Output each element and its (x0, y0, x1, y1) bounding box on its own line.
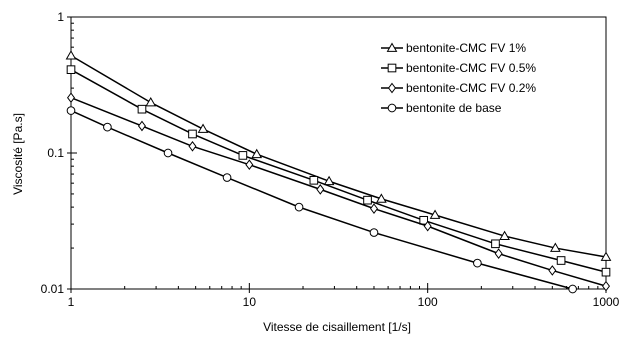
data-point-diamond (369, 203, 378, 214)
data-point-square (137, 104, 147, 114)
legend-item: bentonite-CMC FV 0.5% (381, 61, 536, 75)
y-axis-title: Viscosité [Pa.s] (11, 113, 25, 195)
legend-label: bentonite-CMC FV 0.2% (406, 81, 536, 95)
x-tick-label: 1000 (593, 295, 620, 309)
data-point-diamond (548, 265, 557, 276)
series-line (70, 69, 607, 273)
data-point-circle (66, 106, 76, 115)
x-axis-title: Vitesse de cisaillement [1/s] (263, 320, 411, 334)
data-point-circle (294, 202, 304, 212)
legend-label: bentonite de base (406, 101, 502, 115)
data-point-diamond (245, 159, 254, 171)
axes-group: 1 10 100 1000 0.01 0.1 1 (41, 10, 620, 309)
data-point-triangle (376, 193, 387, 203)
x-tick-label: 1 (68, 295, 75, 309)
legend-label: bentonite-CMC FV 1% (406, 41, 526, 55)
data-point-square (491, 239, 500, 249)
data-point-square (363, 195, 372, 205)
legend: bentonite-CMC FV 1% bentonite-CMC FV 0.5%… (381, 41, 536, 115)
data-point-triangle (600, 251, 612, 261)
data-point-diamond (316, 184, 325, 195)
legend-item: bentonite-CMC FV 0.2% (381, 81, 536, 95)
data-point-triangle (197, 123, 209, 133)
series-circle (66, 106, 577, 294)
legend-marker-circle (387, 103, 397, 113)
data-point-triangle (323, 175, 335, 186)
data-point-circle (222, 173, 232, 182)
series-line (70, 54, 607, 258)
data-point-triangle (145, 97, 157, 107)
data-point-square (238, 151, 248, 160)
series-line (70, 109, 573, 290)
x-tick-label: 10 (243, 295, 257, 309)
data-point-diamond (188, 140, 197, 152)
legend-marker-triangle (386, 42, 398, 52)
series-layer (65, 50, 612, 294)
data-point-square (309, 175, 319, 185)
y-tick-label: 0.1 (47, 146, 64, 160)
series-diamond (67, 92, 610, 292)
data-point-square (556, 256, 566, 265)
y-tick-label: 1 (57, 10, 64, 24)
data-point-diamond (494, 248, 503, 259)
data-point-circle (103, 122, 112, 132)
plot-frame (70, 16, 607, 290)
data-point-circle (568, 284, 577, 294)
data-point-circle (369, 228, 379, 237)
series-triangle (65, 50, 612, 261)
data-point-triangle (499, 230, 510, 240)
data-point-diamond (423, 220, 432, 232)
legend-item: bentonite-CMC FV 1% (381, 41, 526, 55)
legend-label: bentonite-CMC FV 0.5% (406, 61, 536, 75)
data-point-circle (163, 148, 173, 158)
legend-marker-square (387, 63, 397, 73)
legend-marker-diamond (388, 82, 396, 94)
data-point-square (66, 65, 76, 74)
data-point-square (601, 267, 611, 277)
data-point-diamond (137, 120, 146, 132)
data-point-diamond (67, 92, 75, 104)
y-tick-label: 0.01 (41, 282, 65, 296)
legend-item: bentonite de base (381, 101, 502, 115)
data-point-triangle (251, 148, 263, 159)
data-point-square (188, 129, 197, 139)
series-line (70, 97, 607, 287)
x-tick-label: 100 (418, 295, 438, 309)
data-point-triangle (549, 242, 561, 252)
data-point-circle (473, 258, 482, 268)
series-square (66, 65, 611, 277)
data-point-diamond (602, 280, 610, 292)
data-point-triangle (65, 50, 77, 60)
data-point-triangle (429, 209, 441, 219)
